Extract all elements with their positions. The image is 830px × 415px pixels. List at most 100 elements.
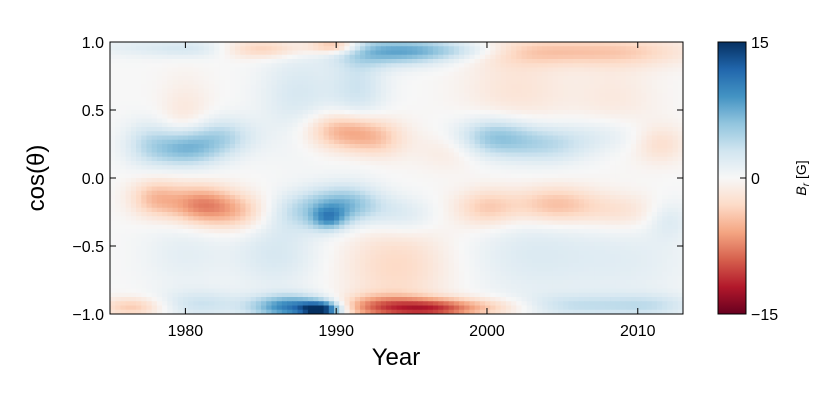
heatmap-cell [672, 114, 679, 120]
heatmap-cell [240, 216, 247, 222]
heatmap-cell [292, 93, 299, 98]
heatmap-cell [302, 156, 309, 162]
heatmap-cell [500, 131, 507, 137]
heatmap-cell [120, 80, 127, 86]
heatmap-cell [651, 42, 658, 47]
heatmap-cell [651, 182, 658, 188]
heatmap-cell [469, 224, 476, 230]
heatmap-cell [146, 207, 153, 213]
heatmap-cell [656, 76, 663, 81]
heatmap-cell [537, 220, 543, 226]
heatmap-cell [370, 84, 377, 90]
heatmap-cell [641, 139, 648, 145]
heatmap-cell [406, 182, 413, 188]
heatmap-cell [110, 54, 116, 60]
heatmap-cell [172, 84, 179, 90]
heatmap-cell [360, 216, 366, 222]
heatmap-cell [182, 54, 189, 60]
heatmap-cell [443, 135, 450, 141]
heatmap-cell [396, 122, 403, 128]
heatmap-cell [516, 148, 523, 154]
heatmap-cell [552, 101, 559, 107]
heatmap-cell [339, 195, 346, 200]
heatmap-cell [443, 114, 450, 120]
heatmap-cell [511, 156, 517, 162]
heatmap-cell [438, 139, 444, 145]
heatmap-cell [297, 148, 304, 154]
heatmap-cell [516, 212, 523, 217]
heatmap-cell [297, 173, 304, 179]
heatmap-cell [115, 67, 122, 73]
heatmap-cell [141, 212, 148, 217]
heatmap-cell [391, 161, 398, 166]
heatmap-cell [287, 161, 293, 166]
heatmap-cell [245, 216, 252, 222]
heatmap-cell [557, 216, 564, 222]
heatmap-cell [276, 59, 283, 64]
heatmap-cell [646, 59, 653, 64]
heatmap-cell [474, 97, 481, 103]
heatmap-cell [130, 203, 137, 209]
heatmap-cell [531, 156, 538, 162]
heatmap-cell [120, 216, 127, 222]
heatmap-cell [443, 97, 450, 103]
heatmap-cell [589, 118, 596, 124]
heatmap-cell [651, 93, 658, 98]
heatmap-cell [354, 105, 361, 111]
heatmap-cell [245, 59, 252, 64]
heatmap-cell [130, 54, 137, 60]
heatmap-cell [287, 190, 293, 196]
heatmap-cell [599, 101, 606, 107]
heatmap-cell [412, 139, 418, 145]
heatmap-cell [662, 88, 668, 94]
heatmap-cell [453, 97, 460, 103]
heatmap-cell [266, 207, 273, 213]
heatmap-cell [464, 97, 471, 103]
heatmap-cell [406, 76, 413, 81]
heatmap-cell [625, 88, 632, 94]
heatmap-cell [380, 178, 387, 183]
heatmap-cell [417, 42, 424, 47]
heatmap-cell [136, 84, 142, 90]
heatmap-cell [349, 169, 356, 175]
heatmap-cell [646, 144, 653, 149]
heatmap-cell [198, 233, 205, 239]
heatmap-cell [115, 127, 122, 132]
heatmap-cell [292, 186, 299, 192]
heatmap-cell [328, 156, 335, 162]
heatmap-cell [261, 224, 267, 230]
heatmap-cell [547, 80, 554, 86]
heatmap-cell [219, 212, 226, 217]
heatmap-cell [584, 165, 590, 171]
heatmap-cell [521, 178, 528, 183]
heatmap-cell [677, 97, 683, 103]
heatmap-cell [349, 114, 356, 120]
heatmap-cell [219, 229, 226, 234]
heatmap-cell [537, 114, 543, 120]
heatmap-cell [459, 207, 465, 213]
heatmap-cell [610, 190, 616, 196]
heatmap-cell [318, 216, 325, 222]
heatmap-cell [584, 139, 590, 145]
heatmap-cell [370, 182, 377, 188]
heatmap-cell [177, 118, 184, 124]
heatmap-cell [167, 144, 174, 149]
heatmap-cell [453, 114, 460, 120]
heatmap-cell [250, 67, 257, 73]
heatmap-cell [255, 131, 262, 137]
heatmap-cell [427, 63, 434, 69]
heatmap-cell [552, 135, 559, 141]
heatmap-cell [120, 212, 127, 217]
heatmap-cell [250, 88, 257, 94]
heatmap-cell [370, 148, 377, 154]
heatmap-cell [214, 182, 220, 188]
heatmap-cell [615, 42, 622, 47]
heatmap-cell [110, 186, 116, 192]
heatmap-cell [193, 67, 200, 73]
heatmap-cell [589, 76, 596, 81]
heatmap-cell [219, 139, 226, 145]
heatmap-cell [208, 165, 215, 171]
heatmap-cell [459, 118, 465, 124]
heatmap-cell [552, 46, 559, 52]
heatmap-cell [255, 135, 262, 141]
